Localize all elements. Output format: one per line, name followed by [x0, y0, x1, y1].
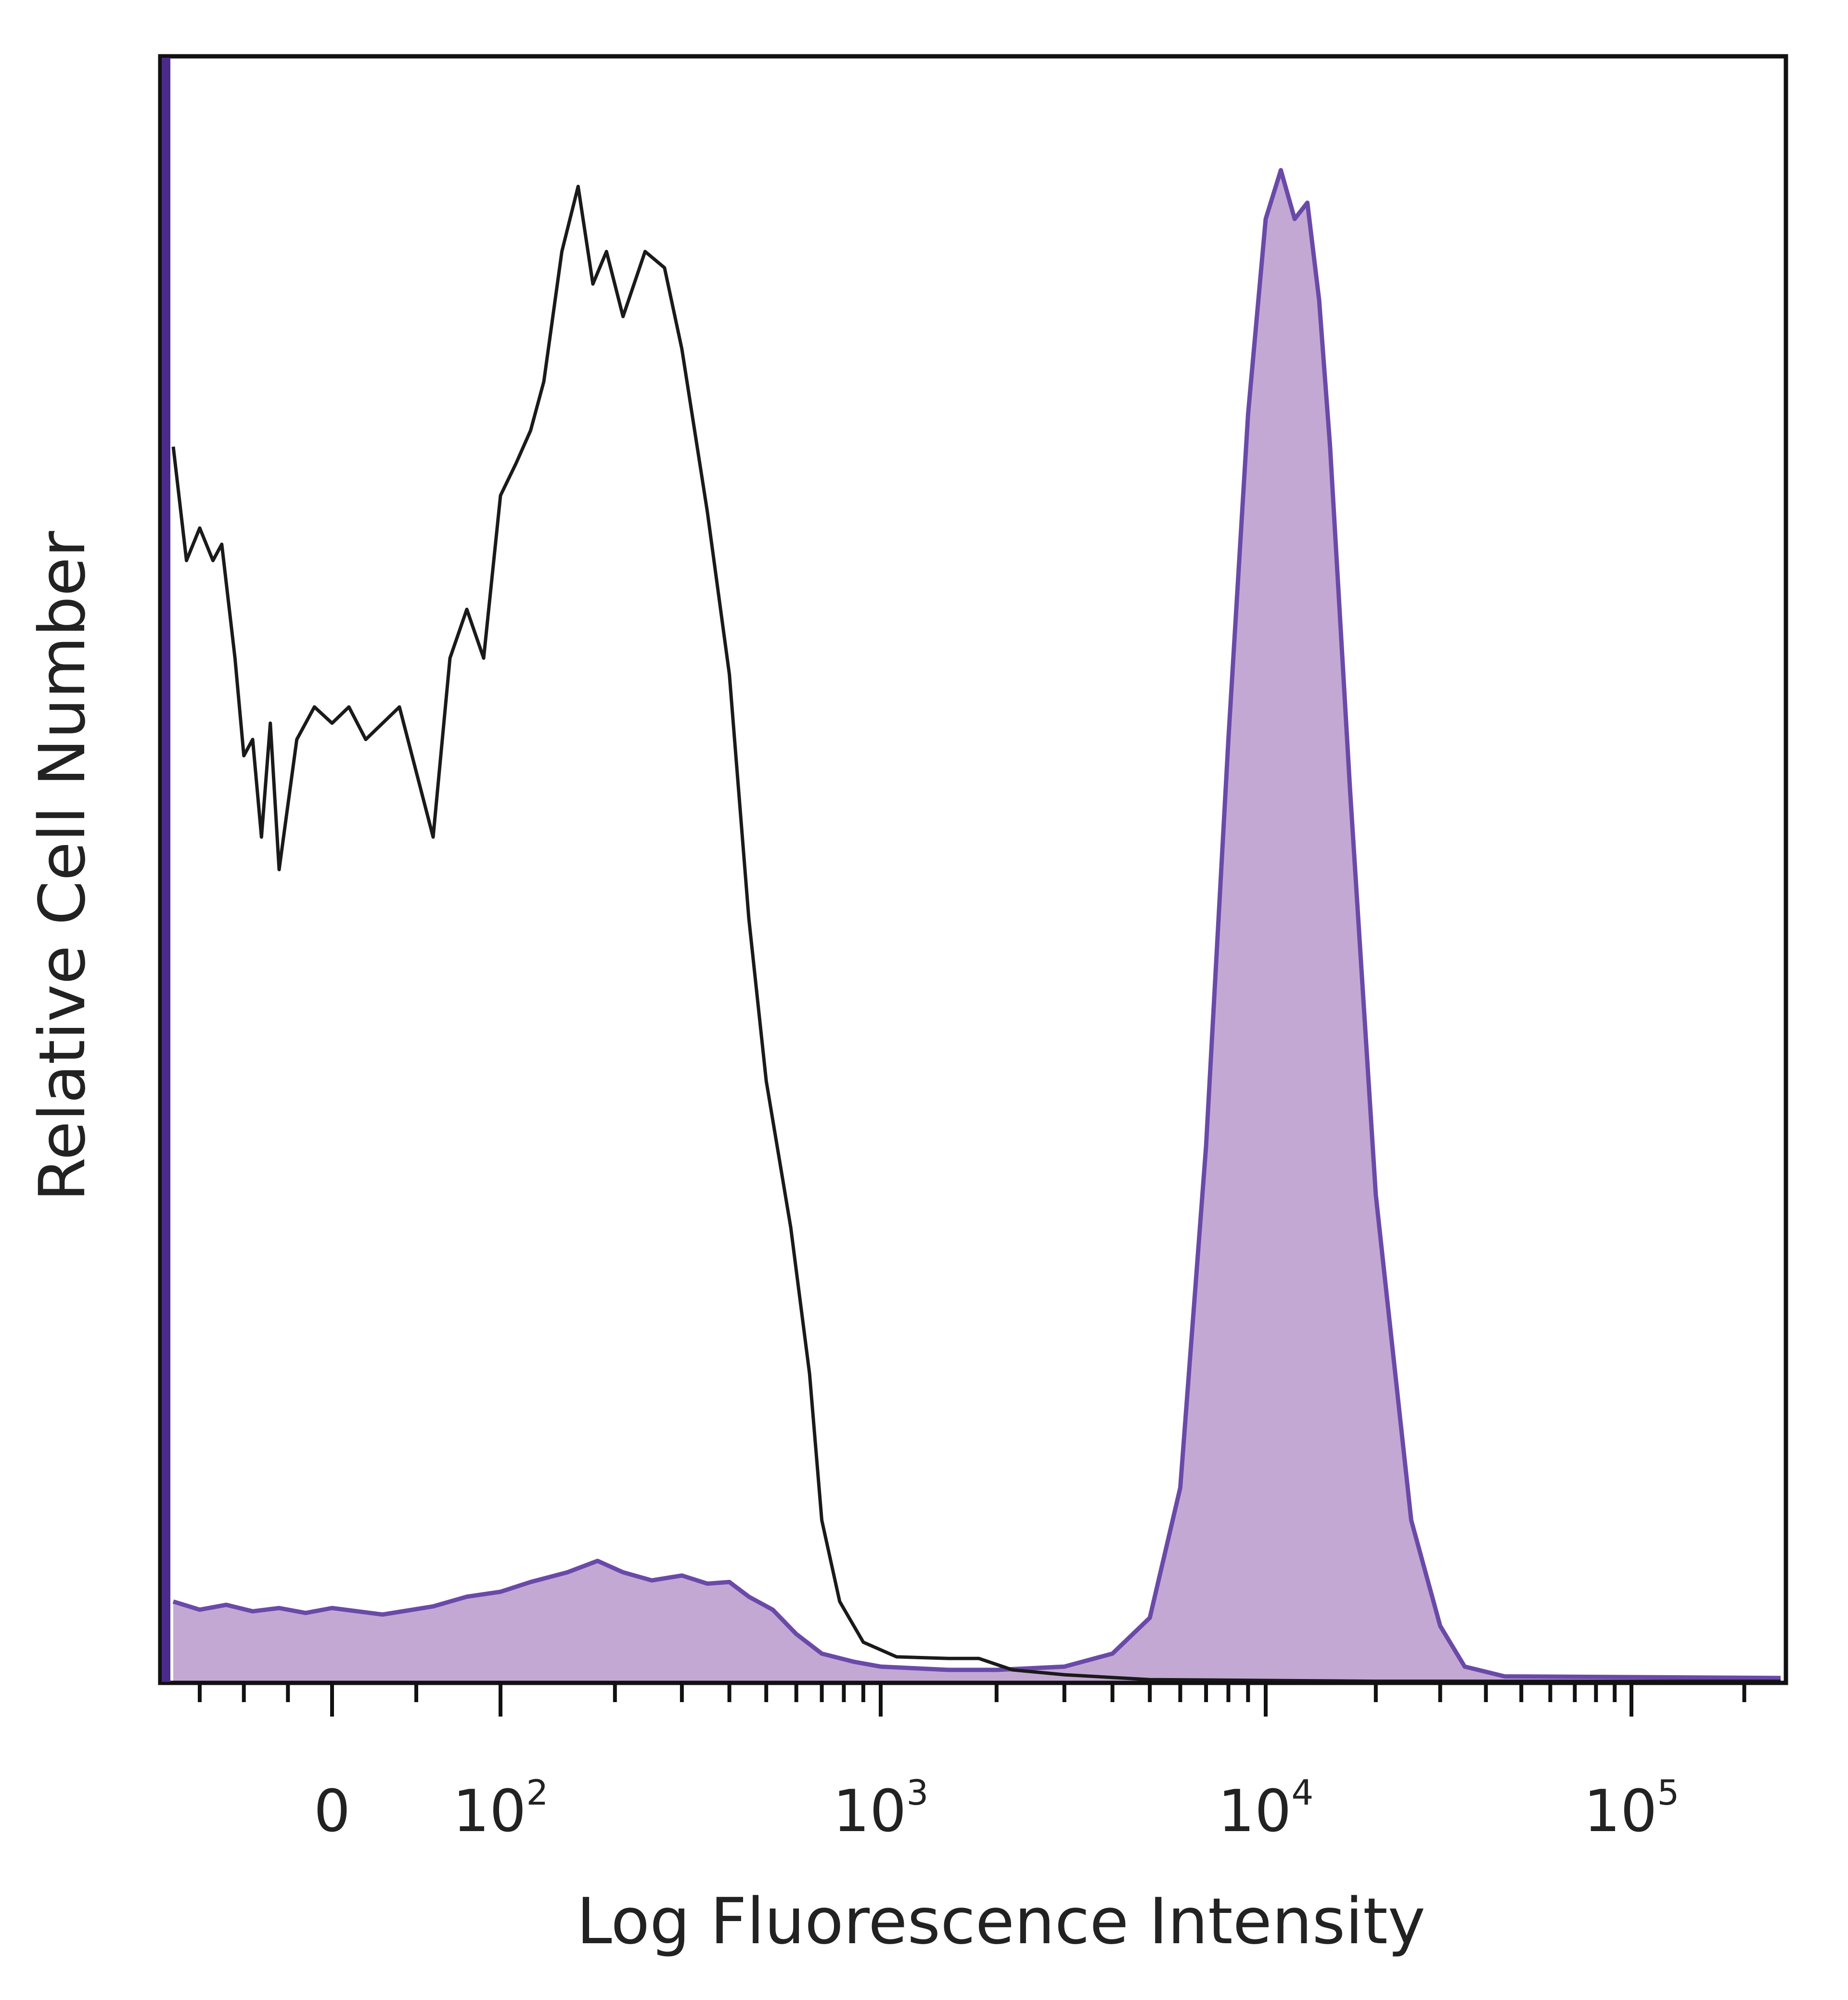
x-tick-label: 104 [1218, 1772, 1314, 1845]
x-tick-label: 0 [314, 1778, 350, 1845]
x-axis-label: Log Fluorescence Intensity [577, 1885, 1425, 1959]
stained-histogram-line [172, 168, 1781, 1680]
x-tick-label: 105 [1584, 1772, 1680, 1845]
control-histogram-line [171, 184, 1781, 1683]
stained-histogram-fill [173, 170, 1781, 1683]
x-tick-label: 103 [833, 1772, 929, 1845]
plot-frame [158, 54, 1788, 1685]
x-axis-ticks [198, 1683, 1746, 1717]
y-axis-label: Relative Cell Number [26, 531, 100, 1202]
x-axis-tick-labels: 0 102 103 104 105 [314, 1772, 1679, 1845]
x-tick-label: 102 [453, 1772, 549, 1845]
series-layer [171, 168, 1781, 1683]
